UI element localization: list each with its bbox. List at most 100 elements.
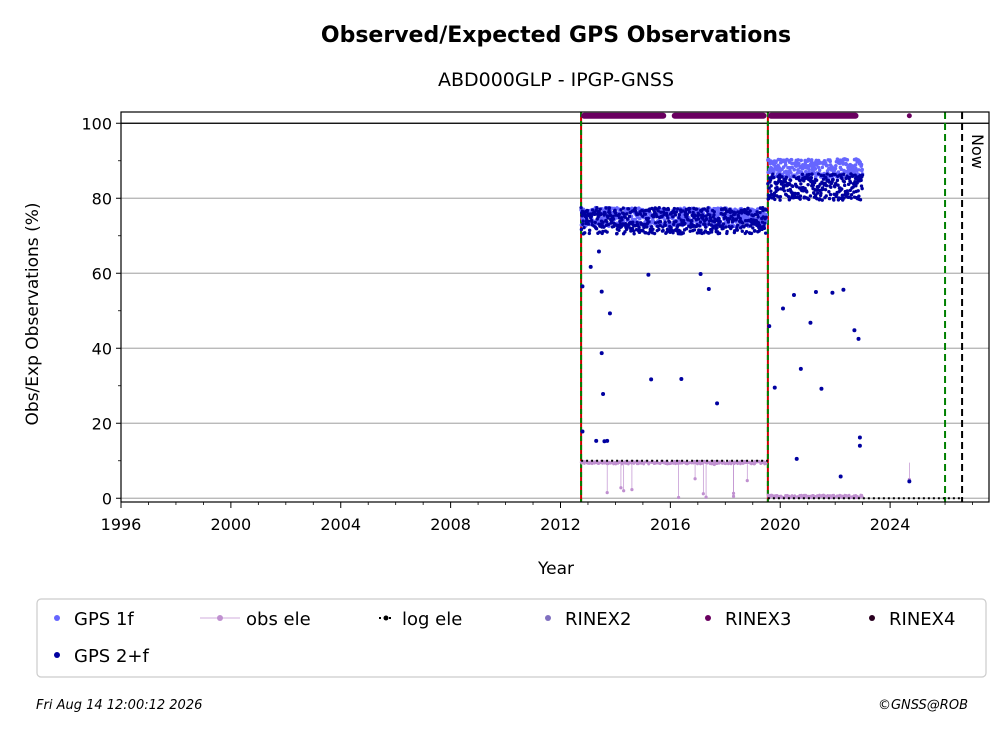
gps-2f-point bbox=[621, 206, 625, 210]
gps-1f-point bbox=[746, 215, 750, 219]
gps-2f-point bbox=[703, 225, 708, 229]
gps-2f-point bbox=[589, 214, 594, 219]
gps-2f-point bbox=[815, 191, 820, 195]
gps-2f-point bbox=[735, 228, 740, 232]
legend-box bbox=[36, 598, 987, 678]
gps-2f-point bbox=[599, 212, 603, 216]
gps-2f-point bbox=[630, 226, 635, 231]
gps-2f-point bbox=[849, 193, 854, 197]
gps-2f-point bbox=[619, 208, 623, 212]
gps-2f-point bbox=[814, 178, 819, 182]
gps-2f-point bbox=[693, 213, 697, 218]
gps-2f-point bbox=[758, 210, 762, 215]
gps-2f-point bbox=[595, 206, 599, 210]
gps-2f-point bbox=[820, 198, 824, 202]
gps-2f-point bbox=[663, 223, 668, 227]
gps-2f-point bbox=[745, 223, 749, 227]
gps-2f-outlier bbox=[830, 290, 835, 295]
x-tick-label: 2024 bbox=[870, 515, 911, 534]
gps-2f-point bbox=[849, 196, 853, 200]
gps-2f-point bbox=[626, 207, 631, 211]
gps-2f-point bbox=[683, 221, 687, 226]
rinex3-availability bbox=[671, 112, 767, 119]
gps-1f-point bbox=[755, 207, 760, 211]
gps-2f-outlier bbox=[599, 289, 604, 294]
gps-2f-point bbox=[603, 211, 607, 216]
legend: GPS 1f obs ele log ele RINEX2 RINEX3 RINEX4 GP… bbox=[54, 609, 955, 667]
x-tick-label: 1996 bbox=[101, 515, 142, 534]
gps-2f-point bbox=[848, 188, 852, 193]
gps-2f-point bbox=[659, 210, 663, 215]
gps-2f-point bbox=[581, 222, 585, 226]
gps-2f-outlier bbox=[772, 385, 777, 390]
gps-2f-point bbox=[762, 226, 767, 231]
gps-2f-point bbox=[683, 210, 688, 214]
gps-2f-point bbox=[675, 207, 680, 211]
gps-2f-point bbox=[597, 230, 602, 234]
gps-2f-point bbox=[677, 223, 682, 227]
gps-2f-point bbox=[721, 222, 726, 226]
gps-2f-point bbox=[764, 215, 768, 219]
legend-marker bbox=[545, 615, 551, 621]
gps-2f-point bbox=[666, 216, 670, 220]
gps-2f-point bbox=[771, 172, 775, 176]
gps-2f-point bbox=[840, 193, 845, 198]
gps-2f-point bbox=[819, 191, 823, 196]
gps-2f-point bbox=[792, 174, 796, 179]
x-tick-label: 2020 bbox=[760, 515, 801, 534]
gps-2f-point bbox=[798, 194, 803, 198]
gps-2f-point bbox=[755, 223, 759, 227]
x-tick-label: 2008 bbox=[430, 515, 471, 534]
y-tick-label: 20 bbox=[92, 414, 112, 433]
legend-label: GPS 1f bbox=[74, 609, 134, 630]
gps-2f-point bbox=[787, 198, 792, 202]
gps-2f-point bbox=[584, 216, 589, 221]
gps-2f-point bbox=[622, 212, 626, 216]
gps-1f-point bbox=[833, 166, 838, 171]
gps-2f-point bbox=[772, 175, 776, 180]
gps-2f-point bbox=[587, 228, 592, 233]
gps-2f-outlier bbox=[813, 290, 818, 294]
gps-2f-point bbox=[746, 206, 750, 211]
gps-2f-point bbox=[810, 172, 814, 176]
gps-2f-outlier bbox=[767, 324, 772, 329]
gps-2f-point bbox=[801, 189, 806, 193]
chart-title: Observed/Expected GPS Observations bbox=[321, 23, 791, 48]
gps-2f-point bbox=[586, 219, 591, 223]
gps-2f-point bbox=[762, 221, 767, 225]
gps-2f-point bbox=[658, 220, 663, 224]
rinex3-availability bbox=[767, 112, 859, 119]
gps-2f-point bbox=[848, 180, 853, 185]
gps-2f-point bbox=[860, 186, 864, 191]
gps-2f-point bbox=[661, 228, 665, 233]
gps-2f-point bbox=[828, 192, 833, 197]
gps-2f-point bbox=[688, 229, 692, 233]
gps-2f-outlier bbox=[819, 386, 824, 391]
gps-2f-point bbox=[840, 187, 844, 191]
gps-2f-point bbox=[657, 206, 661, 210]
gps-2f-point bbox=[824, 184, 829, 188]
gps-2f-point bbox=[780, 175, 784, 179]
gps-2f-point bbox=[778, 198, 782, 202]
gps-1f-point bbox=[823, 161, 828, 165]
gps-2f-outlier bbox=[580, 284, 585, 289]
gps-2f-point bbox=[795, 185, 799, 189]
gps-2f-point bbox=[768, 178, 773, 182]
gps-1f-point bbox=[790, 161, 794, 166]
gps-2f-point bbox=[741, 221, 745, 225]
gps-2f-point bbox=[767, 186, 771, 190]
gps-2f-outlier bbox=[649, 377, 654, 382]
gps-2f-point bbox=[627, 214, 632, 219]
gps-2f-point bbox=[842, 196, 846, 200]
x-tick-label: 2004 bbox=[320, 515, 361, 534]
legend-entry: RINEX2 bbox=[545, 609, 631, 630]
gps-2f-point bbox=[788, 178, 793, 183]
gps-2f-point bbox=[661, 225, 665, 229]
data-marks bbox=[579, 112, 962, 500]
gps-2f-point bbox=[793, 191, 797, 196]
gps-2f-point bbox=[841, 172, 846, 176]
x-axis-label: Year bbox=[537, 559, 574, 579]
gps-1f-point bbox=[799, 158, 803, 163]
gps-2f-point bbox=[730, 224, 734, 229]
gps-2f-point bbox=[698, 213, 702, 217]
